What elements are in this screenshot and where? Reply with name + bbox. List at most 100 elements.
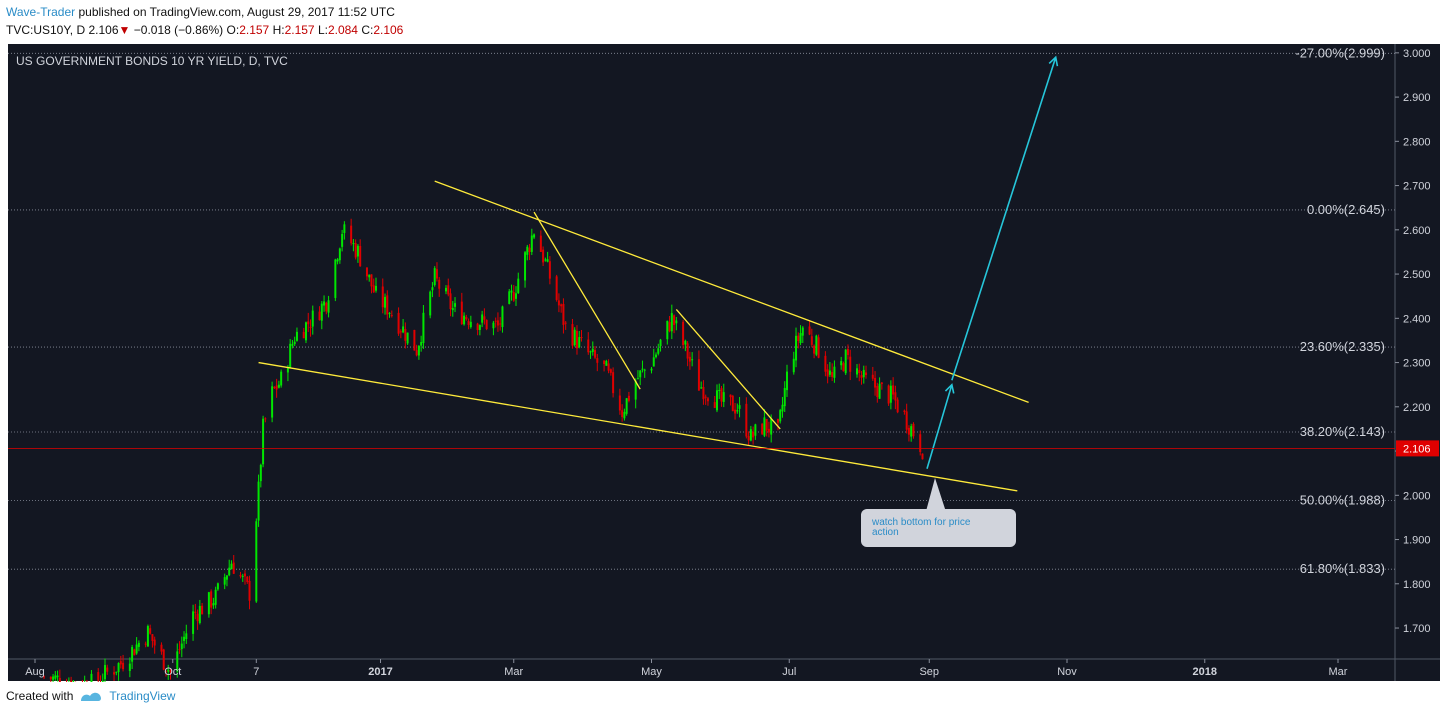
candle-body-254 xyxy=(846,348,849,355)
candle-body-186 xyxy=(634,380,637,400)
candle-body-140 xyxy=(485,319,488,330)
trendlines[interactable] xyxy=(258,55,1059,492)
candle-body-41 xyxy=(176,651,179,672)
projection-line-4 xyxy=(926,384,953,469)
candle-body-163 xyxy=(560,304,563,307)
candle-body-258 xyxy=(860,375,863,378)
candle-body-24 xyxy=(119,661,122,665)
candle-body-158 xyxy=(544,259,547,261)
price-tick-label-5: 2.500 xyxy=(1403,269,1431,281)
candle-body-76 xyxy=(286,368,289,373)
footer: Created with TradingView xyxy=(6,689,175,703)
published-text: published on TradingView.com, August 29,… xyxy=(78,5,395,19)
candle-body-235 xyxy=(785,371,788,391)
time-tick-label-8: Nov xyxy=(1057,666,1077,678)
candle-body-104 xyxy=(372,285,375,293)
candle-body-50 xyxy=(201,605,204,615)
candle-body-234 xyxy=(783,388,786,407)
chart[interactable]: -27.00%(2.999)0.00%(2.645)23.60%(2.335)3… xyxy=(0,42,1440,682)
candle-body-212 xyxy=(715,390,718,411)
candle-body-272 xyxy=(905,411,908,430)
candles xyxy=(43,218,924,682)
time-axis[interactable]: Aug Oct 7 2017 Mar May Jul Sep Nov 2018 Mar xyxy=(25,659,1348,678)
candle-body-71 xyxy=(271,386,274,418)
fib-label-2: 23.60%(2.335) xyxy=(1300,339,1385,354)
candle-body-233 xyxy=(781,404,784,412)
candle-body-276 xyxy=(919,434,922,453)
low-value: 2.084 xyxy=(327,23,358,37)
time-tick-label-7: Sep xyxy=(919,666,939,678)
candle-body-241 xyxy=(808,326,811,335)
candle-body-264 xyxy=(878,383,881,399)
candle-body-46 xyxy=(192,611,195,634)
fib-levels: -27.00%(2.999) 0.00%(2.645) 23.60%(2.335) 3… xyxy=(8,45,1395,576)
candle-body-232 xyxy=(779,410,782,422)
candle-body-236 xyxy=(792,358,795,373)
fib-label-4: 50.00%(1.988) xyxy=(1300,493,1385,508)
candle-body-2 xyxy=(52,676,55,680)
open-value: 2.157 xyxy=(239,23,270,37)
candle-body-194 xyxy=(657,348,660,354)
candle-body-83 xyxy=(307,321,310,325)
candle-body-159 xyxy=(546,259,549,262)
candle-body-153 xyxy=(528,247,531,253)
candle-body-189 xyxy=(641,368,644,370)
candle-body-79 xyxy=(293,341,296,345)
candle-body-223 xyxy=(749,429,752,441)
candle-body-249 xyxy=(831,372,834,377)
trendline-3 xyxy=(675,309,781,430)
candle-body-139 xyxy=(483,316,486,320)
candle-body-246 xyxy=(824,355,827,372)
candle-body-98 xyxy=(354,243,357,258)
candle-body-96 xyxy=(350,225,353,244)
candle-body-145 xyxy=(501,306,504,328)
candle-body-67 xyxy=(257,481,260,521)
candle-body-165 xyxy=(564,322,567,324)
candle-body-122 xyxy=(431,287,434,291)
price-tick-label-6: 2.400 xyxy=(1403,313,1431,325)
annotation-box xyxy=(861,509,1016,547)
candle-body-207 xyxy=(700,387,703,389)
candle-body-251 xyxy=(840,361,843,366)
candle-body-227 xyxy=(763,417,766,436)
candle-body-178 xyxy=(607,363,610,371)
candle-body-213 xyxy=(718,390,721,392)
candle-body-245 xyxy=(817,337,820,358)
candle-body-181 xyxy=(618,395,621,411)
candle-body-262 xyxy=(874,377,877,388)
time-tick-label-2: 7 xyxy=(253,666,259,678)
candle-body-267 xyxy=(889,385,892,403)
close-label: C: xyxy=(361,23,374,37)
candle-body-156 xyxy=(539,235,542,252)
candle-body-0 xyxy=(43,676,46,678)
candle-body-211 xyxy=(713,402,716,408)
candle-body-238 xyxy=(797,335,800,342)
candle-body-143 xyxy=(496,320,499,326)
change-value: −0.018 (−0.86%) xyxy=(133,23,224,37)
candle-body-125 xyxy=(438,279,441,289)
author-link[interactable]: Wave-Trader xyxy=(6,5,76,19)
candle-body-95 xyxy=(343,224,346,234)
candle-body-255 xyxy=(849,356,852,372)
candle-body-65 xyxy=(248,580,251,601)
candle-body-222 xyxy=(747,436,750,441)
candle-body-31 xyxy=(144,643,147,645)
candle-body-154 xyxy=(530,235,533,252)
candle-body-88 xyxy=(323,301,326,306)
candle-body-85 xyxy=(311,310,314,327)
annotation-callout[interactable]: watch bottom for price action xyxy=(861,478,1016,547)
price-axis[interactable]: 3.000 2.900 2.800 2.700 2.600 2.500 2.400 2.300… xyxy=(8,48,1439,635)
candle-body-204 xyxy=(688,356,691,362)
candle-body-197 xyxy=(668,322,671,332)
candle-body-58 xyxy=(228,567,231,576)
candle-body-15 xyxy=(90,673,93,682)
tradingview-logo-icon xyxy=(81,692,102,701)
candle-body-228 xyxy=(765,418,768,431)
candle-body-275 xyxy=(912,423,915,437)
candle-body-54 xyxy=(214,589,217,605)
candle-body-117 xyxy=(415,350,418,356)
tradingview-link[interactable]: TradingView xyxy=(109,689,176,703)
candle-body-266 xyxy=(887,385,890,404)
created-with-label: Created with xyxy=(6,689,74,703)
candle-body-134 xyxy=(467,320,470,325)
